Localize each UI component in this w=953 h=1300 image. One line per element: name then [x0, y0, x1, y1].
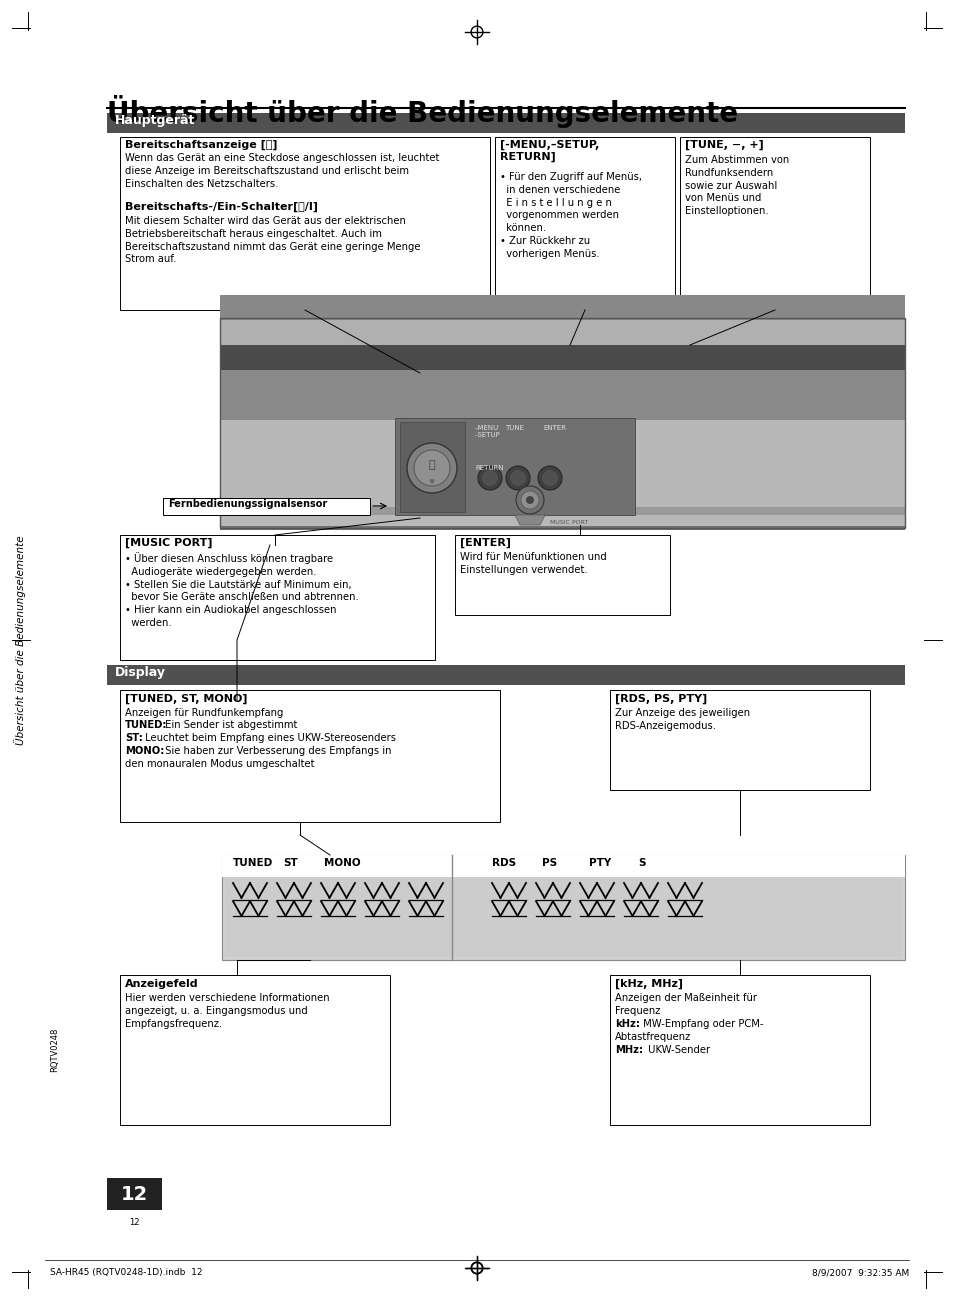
Bar: [609, 975, 869, 1124]
Text: kHz:: kHz:: [615, 1019, 639, 1030]
Text: TUNED: TUNED: [233, 858, 273, 868]
Text: ST: ST: [283, 858, 297, 868]
Bar: [120, 975, 390, 1124]
Text: 12: 12: [129, 1218, 139, 1227]
Text: SA-HR45 (RQTV0248-1D).indb  12: SA-HR45 (RQTV0248-1D).indb 12: [50, 1268, 202, 1277]
Text: Display: Display: [115, 666, 166, 679]
Circle shape: [407, 443, 456, 493]
Bar: [225, 858, 901, 957]
Text: ♥: ♥: [429, 478, 435, 485]
Circle shape: [541, 471, 558, 486]
Circle shape: [481, 471, 497, 486]
Text: Fernbedienungssignalsensor: Fernbedienungssignalsensor: [168, 499, 327, 510]
Text: Ein Sender ist abgestimmt: Ein Sender ist abgestimmt: [162, 720, 297, 731]
Text: Anzeigen für Rundfunkempfang: Anzeigen für Rundfunkempfang: [125, 708, 283, 718]
Text: RETURN: RETURN: [475, 465, 503, 471]
Bar: [455, 536, 669, 615]
Text: Bereitschaftsanzeige [⏻]: Bereitschaftsanzeige [⏻]: [125, 140, 277, 151]
Text: Wird für Menüfunktionen und
Einstellungen verwendet.: Wird für Menüfunktionen und Einstellunge…: [459, 552, 606, 575]
Text: [TUNE, −, +]: [TUNE, −, +]: [684, 140, 763, 151]
Bar: [220, 526, 904, 530]
Bar: [107, 113, 904, 133]
Text: ENTER: ENTER: [542, 425, 565, 432]
Circle shape: [520, 491, 538, 510]
Text: Hauptgerät: Hauptgerät: [115, 114, 195, 127]
Bar: [399, 422, 464, 512]
Text: den monauralen Modus umgeschaltet: den monauralen Modus umgeschaltet: [125, 759, 314, 770]
Bar: [609, 690, 869, 790]
Circle shape: [414, 450, 450, 486]
Text: Leuchtet beim Empfang eines UKW-Stereosenders: Leuchtet beim Empfang eines UKW-Stereose…: [142, 733, 395, 744]
Bar: [120, 536, 435, 660]
Text: MONO:: MONO:: [125, 746, 164, 757]
Text: Wenn das Gerät an eine Steckdose angeschlossen ist, leuchtet
diese Anzeige im Be: Wenn das Gerät an eine Steckdose angesch…: [125, 153, 439, 188]
Bar: [163, 498, 370, 515]
Text: Anzeigen der Maßeinheit für
Frequenz: Anzeigen der Maßeinheit für Frequenz: [615, 993, 757, 1015]
Bar: [220, 420, 904, 528]
Text: [RDS, PS, PTY]: [RDS, PS, PTY]: [615, 694, 706, 705]
Text: –MENU: –MENU: [475, 425, 498, 432]
Bar: [120, 690, 499, 822]
Bar: [220, 318, 904, 420]
Text: S: S: [638, 858, 645, 868]
Text: Mit diesem Schalter wird das Gerät aus der elektrischen
Betriebsbereitschaft her: Mit diesem Schalter wird das Gerät aus d…: [125, 216, 420, 264]
Text: [MUSIC PORT]: [MUSIC PORT]: [125, 538, 213, 549]
Circle shape: [505, 465, 530, 490]
Text: TUNE: TUNE: [504, 425, 523, 432]
Text: MW-Empfang oder PCM-: MW-Empfang oder PCM-: [639, 1019, 762, 1030]
Text: 8/9/2007  9:32:35 AM: 8/9/2007 9:32:35 AM: [811, 1268, 908, 1277]
Bar: [220, 507, 904, 515]
Text: Übersicht über die Bedienungselemente: Übersicht über die Bedienungselemente: [107, 95, 738, 127]
Text: MHz:: MHz:: [615, 1045, 642, 1056]
Text: UKW-Sender: UKW-Sender: [644, 1045, 709, 1056]
Text: –SETUP: –SETUP: [475, 432, 500, 438]
Text: • Über diesen Anschluss können tragbare
  Audiogeräte wiedergegeben werden.
• St: • Über diesen Anschluss können tragbare …: [125, 552, 358, 628]
Circle shape: [477, 465, 501, 490]
Bar: [220, 318, 904, 344]
Bar: [495, 136, 675, 309]
Circle shape: [510, 471, 525, 486]
Bar: [107, 666, 904, 685]
Text: Anzeigefeld: Anzeigefeld: [125, 979, 198, 989]
Text: 12: 12: [120, 1184, 148, 1204]
Text: RDS: RDS: [492, 858, 516, 868]
Text: [TUNED, ST, MONO]: [TUNED, ST, MONO]: [125, 694, 247, 705]
Text: Bereitschafts-/Ein-Schalter[⏻/I]: Bereitschafts-/Ein-Schalter[⏻/I]: [125, 202, 317, 212]
Text: [-MENU,–SETUP,
RETURN]: [-MENU,–SETUP, RETURN]: [499, 140, 598, 162]
Circle shape: [516, 486, 543, 514]
Bar: [222, 855, 904, 878]
Bar: [679, 136, 869, 309]
Bar: [220, 318, 904, 370]
Text: Übersicht über die Bedienungselemente: Übersicht über die Bedienungselemente: [14, 536, 26, 745]
Text: PTY: PTY: [588, 858, 611, 868]
Bar: [395, 419, 635, 515]
Text: ST:: ST:: [125, 733, 143, 744]
Bar: [222, 855, 904, 959]
Polygon shape: [515, 515, 544, 525]
Text: ⏻: ⏻: [428, 460, 435, 471]
Text: Sie haben zur Verbesserung des Empfangs in: Sie haben zur Verbesserung des Empfangs …: [162, 746, 391, 757]
Bar: [220, 295, 904, 320]
Text: Zum Abstimmen von
Rundfunksendern
sowie zur Auswahl
von Menüs und
Einstelloption: Zum Abstimmen von Rundfunksendern sowie …: [684, 155, 788, 216]
Bar: [107, 1178, 162, 1210]
Text: Abtastfrequenz: Abtastfrequenz: [615, 1032, 691, 1043]
Text: [kHz, MHz]: [kHz, MHz]: [615, 979, 682, 989]
Bar: [120, 136, 490, 309]
Text: TUNED:: TUNED:: [125, 720, 168, 731]
Circle shape: [537, 465, 561, 490]
Text: MONO: MONO: [324, 858, 360, 868]
Text: RQTV0248: RQTV0248: [51, 1028, 59, 1072]
Circle shape: [525, 497, 534, 504]
Text: [ENTER]: [ENTER]: [459, 538, 511, 549]
Text: MUSIC PORT: MUSIC PORT: [550, 520, 588, 525]
Bar: [220, 318, 904, 528]
Text: PS: PS: [541, 858, 557, 868]
Text: Zur Anzeige des jeweiligen
RDS-Anzeigemodus.: Zur Anzeige des jeweiligen RDS-Anzeigemo…: [615, 708, 749, 731]
Text: • Für den Zugriff auf Menüs,
  in denen verschiedene
  E i n s t e l l u n g e n: • Für den Zugriff auf Menüs, in denen ve…: [499, 172, 641, 259]
Text: Hier werden verschiedene Informationen
angezeigt, u. a. Eingangsmodus und
Empfan: Hier werden verschiedene Informationen a…: [125, 993, 330, 1028]
